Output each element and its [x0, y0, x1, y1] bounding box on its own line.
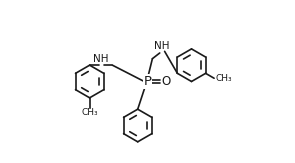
Text: O: O [161, 75, 171, 88]
Text: NH: NH [93, 54, 109, 64]
Text: P: P [143, 75, 152, 88]
Text: NH: NH [154, 41, 170, 51]
Text: CH₃: CH₃ [216, 74, 232, 83]
Text: CH₃: CH₃ [81, 108, 98, 117]
